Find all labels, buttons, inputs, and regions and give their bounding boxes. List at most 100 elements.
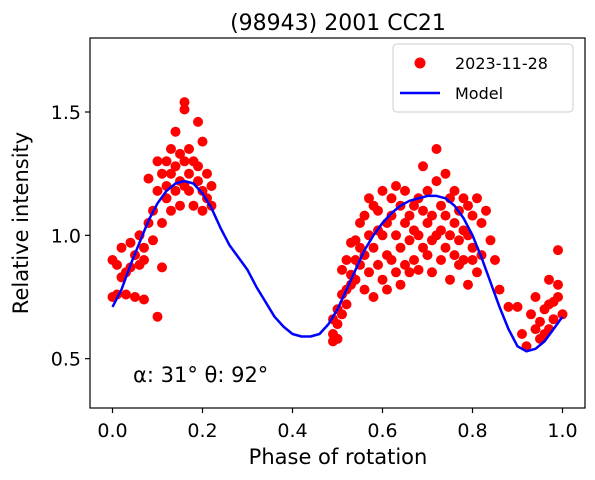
observation-point-147 (458, 255, 469, 265)
plot-frame (89, 37, 586, 409)
observation-point-25 (157, 262, 167, 273)
y-axis: 0.5 1.0 1.5 (51, 102, 90, 371)
observation-point-119 (418, 205, 428, 216)
observation-point-67 (341, 255, 352, 265)
observation-point-87 (368, 292, 379, 302)
observation-point-145 (458, 193, 469, 204)
observation-point-65 (337, 309, 347, 320)
observation-point-137 (445, 230, 455, 241)
observation-point-122 (422, 218, 433, 228)
observation-point-175 (544, 274, 554, 285)
observation-point-90 (373, 259, 383, 270)
observation-point-45 (184, 185, 194, 196)
observation-point-178 (553, 292, 563, 302)
observation-point-100 (391, 181, 401, 191)
observation-point-132 (436, 255, 446, 265)
observation-point-22 (152, 156, 163, 167)
observation-point-123 (422, 250, 433, 261)
observation-point-86 (368, 242, 379, 253)
x-tick-label: 1.0 (547, 420, 577, 442)
observation-point-99 (386, 255, 397, 265)
observation-point-64 (337, 264, 347, 275)
observation-point-62 (332, 333, 343, 344)
observation-point-135 (440, 242, 451, 253)
observation-point-179 (553, 279, 563, 290)
observation-point-130 (436, 200, 446, 211)
observation-point-53 (197, 205, 208, 216)
observation-point-131 (436, 225, 446, 236)
observation-point-81 (359, 284, 370, 295)
legend: 2023-11-28 Model (392, 43, 574, 113)
observation-point-32 (166, 205, 176, 216)
observation-point-50 (193, 161, 203, 172)
observation-point-73 (350, 235, 361, 246)
observation-point-93 (377, 274, 388, 285)
observation-point-180 (553, 245, 563, 256)
y-tick-label: 0.5 (51, 349, 81, 371)
observation-point-51 (197, 136, 208, 147)
observation-point-110 (404, 235, 415, 246)
x-tick-label: 0.4 (277, 420, 307, 442)
observation-point-92 (377, 230, 388, 241)
observation-point-104 (395, 242, 406, 253)
observation-point-151 (467, 210, 478, 221)
observation-point-68 (341, 299, 352, 310)
observation-point-127 (431, 176, 442, 187)
x-tick-label: 0.0 (97, 420, 127, 442)
observation-point-160 (490, 255, 500, 265)
observation-point-109 (404, 210, 415, 221)
observation-point-107 (400, 218, 410, 228)
observation-point-108 (400, 259, 410, 270)
observation-point-14 (139, 255, 149, 265)
model-line (111, 179, 564, 353)
observation-point-57 (206, 181, 217, 191)
model-series (111, 179, 564, 353)
observation-point-91 (377, 185, 388, 196)
observation-point-84 (364, 267, 374, 278)
x-axis: 0.0 0.2 0.4 0.6 0.8 1.0 (97, 408, 578, 442)
observation-point-26 (157, 218, 167, 228)
y-axis-label: Relative intensity (9, 132, 33, 314)
observation-point-133 (440, 168, 451, 179)
observation-point-49 (193, 176, 203, 187)
observation-point-19 (148, 235, 158, 246)
observation-point-23 (152, 185, 163, 196)
observation-point-89 (373, 205, 383, 216)
observation-point-163 (512, 301, 523, 312)
observation-point-166 (526, 309, 536, 320)
observation-point-33 (170, 126, 181, 137)
observation-point-114 (409, 255, 419, 265)
observation-point-159 (485, 235, 496, 246)
observation-point-35 (170, 185, 181, 196)
observation-point-150 (463, 279, 473, 290)
observation-point-112 (409, 200, 419, 211)
y-tick-label: 1.0 (51, 225, 81, 247)
observation-point-18 (143, 173, 154, 184)
observation-point-21 (152, 311, 163, 322)
observation-point-39 (179, 97, 190, 108)
observation-point-128 (431, 144, 442, 154)
observation-point-11 (130, 292, 140, 302)
geometry-annotation: α: 31° θ: 92° (133, 363, 268, 387)
observation-point-111 (404, 267, 415, 278)
observation-point-2 (112, 259, 122, 270)
observation-point-106 (400, 185, 410, 196)
observation-point-42 (179, 104, 190, 115)
observation-point-153 (467, 255, 478, 265)
observation-point-16 (139, 294, 149, 305)
observation-point-36 (175, 148, 185, 159)
x-tick-label: 0.8 (457, 420, 487, 442)
observation-point-124 (427, 210, 437, 221)
observation-point-162 (503, 301, 514, 312)
observation-point-52 (197, 185, 208, 196)
observation-point-152 (467, 242, 478, 253)
observation-point-154 (472, 193, 482, 204)
observation-point-76 (355, 218, 365, 228)
observation-point-43 (184, 144, 194, 154)
observation-point-117 (413, 264, 424, 275)
observation-point-78 (355, 242, 365, 253)
observation-point-156 (476, 218, 487, 228)
observation-point-96 (382, 284, 392, 295)
observation-point-138 (445, 274, 455, 285)
